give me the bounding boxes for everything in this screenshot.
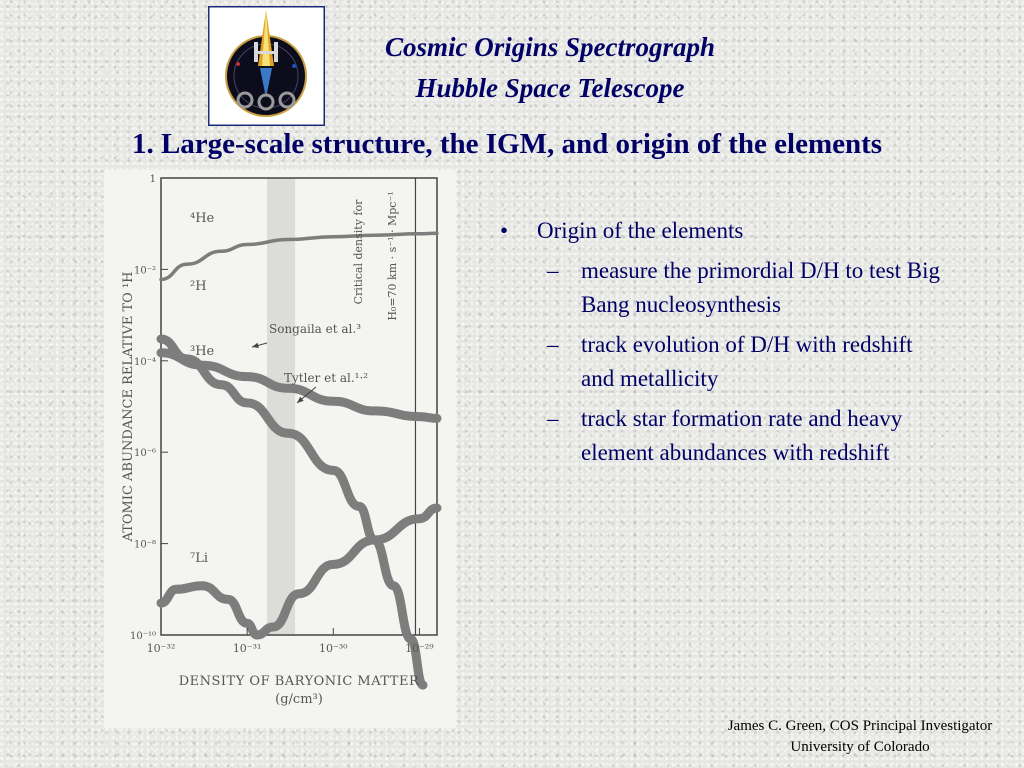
- cos-logo: [206, 4, 327, 128]
- annotation-label: H₀=70 km · s⁻¹ · Mpc⁻¹: [386, 191, 399, 320]
- annotation-label: Critical density for: [352, 199, 365, 304]
- arrow-head: [297, 396, 304, 403]
- y-axis-label: ATOMIC ABUNDANCE RELATIVE TO ¹H: [121, 272, 136, 543]
- series-label: ³He: [190, 344, 215, 359]
- x-tick-label: 10⁻²⁹: [405, 642, 434, 655]
- x-axis-units: (g/cm³): [275, 692, 323, 707]
- abundance-chart: 10⁻³² 10⁻³¹ 10⁻³⁰ 10⁻²⁹ 1 10⁻² 10⁻⁴ 10⁻⁶ 10⁻⁸ 10⁻…: [104, 170, 456, 728]
- sub-bullet: – track evolution of D/H with redshift a…: [500, 328, 970, 396]
- series-line: [156, 348, 442, 423]
- bullet-main-text: Origin of the elements: [537, 218, 744, 243]
- bullet-list: • Origin of the elements – measure the p…: [500, 213, 970, 470]
- x-axis-label: DENSITY OF BARYONIC MATTER: [179, 674, 420, 689]
- plot-frame: [160, 177, 438, 636]
- y-tick-label: 10⁻¹⁰: [130, 631, 156, 642]
- y-tick-label: 10⁻²: [134, 265, 156, 276]
- bullet-main: • Origin of the elements: [500, 213, 970, 248]
- y-tick-label: 10⁻⁴: [134, 357, 156, 368]
- y-tick-label: 10⁻⁸: [134, 540, 156, 551]
- sub-bullet: – track star formation rate and heavy el…: [500, 402, 970, 470]
- x-tick-label: 10⁻³¹: [233, 642, 262, 655]
- footer-author: James C. Green, COS Principal Investigat…: [727, 718, 993, 734]
- sub-bullet-text: track evolution of D/H with redshift and…: [581, 332, 913, 391]
- sub-bullet-mark: –: [547, 332, 559, 357]
- slide-heading: 1. Large-scale structure, the IGM, and o…: [131, 128, 883, 160]
- abundance-chart-svg: 10⁻³² 10⁻³¹ 10⁻³⁰ 10⁻²⁹ 1 10⁻² 10⁻⁴ 10⁻⁶ 10⁻⁸ 10⁻…: [104, 170, 456, 728]
- title-line-2: Hubble Space Telescope: [415, 73, 685, 103]
- footer: James C. Green, COS Principal Investigat…: [700, 716, 1020, 758]
- series-label: ⁷Li: [190, 551, 208, 566]
- bullet-mark: •: [500, 218, 509, 243]
- x-tick-label: 10⁻³⁰: [319, 642, 348, 655]
- series-line: [156, 334, 428, 690]
- x-tick-label: 10⁻³²: [147, 642, 176, 655]
- sub-bullet-mark: –: [547, 258, 559, 283]
- sub-bullet-mark: –: [547, 406, 559, 431]
- arrow-head: [252, 342, 259, 348]
- cos-mission-patch-icon: [206, 4, 327, 128]
- y-tick-label: 10⁻⁶: [134, 448, 156, 459]
- title-line-1: Cosmic Origins Spectrograph: [384, 32, 716, 62]
- series-label: ²H: [190, 279, 207, 294]
- y-tick-label: 1: [150, 174, 156, 185]
- sub-bullet-text: measure the primordial D/H to test Big B…: [581, 258, 940, 317]
- footer-affiliation: University of Colorado: [790, 739, 930, 755]
- sub-bullet-text: track star formation rate and heavy elem…: [581, 406, 903, 465]
- annotation-label: Songaila et al.³: [269, 322, 361, 336]
- series-line: [156, 503, 442, 640]
- shaded-band: [266, 178, 296, 635]
- annotation-label: Tytler et al.¹·²: [284, 371, 368, 385]
- series-line: [159, 231, 439, 282]
- series-label: ⁴He: [190, 211, 215, 226]
- sub-bullet: – measure the primordial D/H to test Big…: [500, 254, 970, 322]
